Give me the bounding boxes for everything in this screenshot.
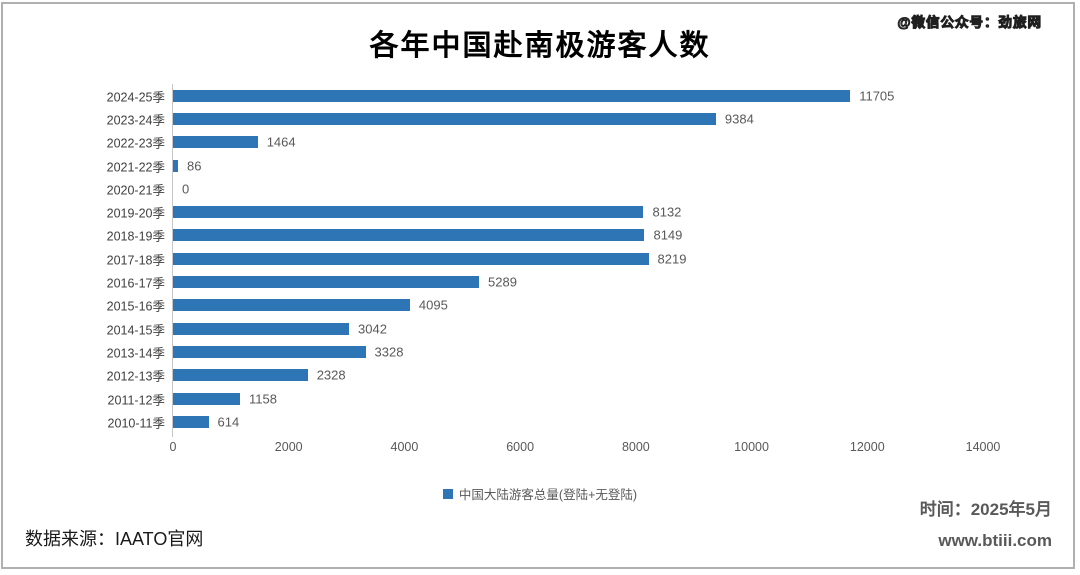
category-label: 2022-23季	[106, 136, 165, 151]
value-label: 1464	[266, 134, 296, 150]
category-label: 2017-18季	[106, 253, 165, 268]
chart-row: 2016-17季 5289	[0, 270, 1080, 293]
footer-right-info: 时间：2025年5月 www.btiii.com	[920, 494, 1052, 557]
x-tick-label: 12000	[849, 440, 885, 454]
bar-track: 86	[173, 154, 983, 177]
bar-track: 1158	[173, 387, 983, 410]
time-text: 时间：2025年5月	[919, 500, 1052, 519]
bar	[173, 276, 479, 289]
value-label: 11705	[859, 88, 895, 104]
value-label: 3042	[358, 321, 387, 337]
bar	[173, 415, 209, 428]
x-tick-label: 14000	[965, 440, 1001, 454]
bar-track: 9384	[173, 107, 983, 130]
bar	[173, 112, 716, 125]
bar-track: 8219	[173, 247, 983, 270]
bar-rows: 2024-25季 11705 2023-24季 9384 2022-23季 1464 202…	[0, 84, 1080, 433]
chart-row: 2024-25季 11705	[0, 84, 1080, 107]
bar	[173, 299, 410, 312]
value-label: 0	[182, 181, 190, 197]
category-label: 2016-17季	[106, 276, 165, 291]
x-tick-label: 6000	[506, 440, 535, 454]
x-tick-label: 10000	[734, 440, 769, 454]
chart-row: 2020-21季 0	[0, 177, 1080, 200]
chart-row: 2013-14季 3328	[0, 340, 1080, 363]
category-label: 2015-16季	[106, 299, 165, 314]
bar	[173, 136, 258, 149]
bar-track: 11705	[173, 84, 983, 107]
legend-label: 中国大陆游客总量(登陆+无登陆)	[458, 488, 638, 502]
category-label: 2014-15季	[106, 323, 165, 338]
y-axis-line	[172, 84, 173, 437]
category-label: 2018-19季	[106, 229, 165, 244]
value-label: 614	[217, 414, 240, 430]
chart-row: 2023-24季 9384	[0, 107, 1080, 130]
chart-row: 2018-19季 8149	[0, 224, 1080, 247]
x-tick-label: 4000	[390, 440, 419, 454]
bar	[173, 369, 308, 382]
value-label: 1158	[248, 391, 277, 406]
bar-track: 5289	[173, 270, 983, 293]
bar-track: 4095	[173, 294, 983, 317]
bar-track: 8149	[173, 224, 983, 247]
bar	[173, 252, 649, 265]
chart-row: 2010-11季 614	[0, 410, 1080, 433]
chart-row: 2019-20季 8132	[0, 200, 1080, 223]
bar-track: 8132	[173, 200, 983, 223]
bar	[173, 345, 366, 358]
website-text: www.btiii.com	[938, 531, 1052, 551]
value-label: 4095	[418, 297, 448, 313]
legend-swatch-icon	[442, 488, 453, 499]
bar	[173, 89, 851, 102]
value-label: 3328	[374, 344, 404, 360]
x-tick-label: 8000	[621, 440, 650, 454]
chart-title: 各年中国赴南极游客人数	[369, 30, 711, 62]
data-source-text: 数据来源：IAATO官网	[25, 529, 204, 549]
bar-track: 614	[173, 410, 983, 433]
value-label: 2328	[316, 367, 346, 383]
wechat-watermark: @微信公众号：劲旅网	[897, 15, 1042, 31]
bar	[173, 392, 240, 405]
bar-track: 0	[173, 177, 983, 200]
value-label: 9384	[724, 111, 754, 127]
category-label: 2011-12季	[107, 393, 165, 407]
value-label: 8132	[652, 204, 682, 220]
bar	[173, 322, 349, 335]
category-label: 2021-22季	[106, 160, 165, 175]
category-label: 2019-20季	[106, 206, 165, 221]
category-label: 2010-11季	[107, 416, 165, 431]
x-axis: 0 2000 4000 6000 8000 10000 12000 14000	[169, 440, 1001, 456]
chart-row: 2022-23季 1464	[0, 131, 1080, 154]
bar-track: 2328	[173, 364, 983, 387]
category-label: 2024-25季	[106, 90, 165, 105]
chart-row: 2012-13季 2328	[0, 364, 1080, 387]
bar	[173, 159, 178, 172]
chart-row: 2017-18季 8219	[0, 247, 1080, 270]
x-tick-label: 0	[169, 440, 177, 454]
chart-row: 2015-16季 4095	[0, 294, 1080, 317]
value-label: 5289	[488, 274, 517, 290]
category-label: 2023-24季	[106, 113, 165, 128]
chart-row: 2021-22季 86	[0, 154, 1080, 177]
category-label: 2013-14季	[106, 346, 165, 361]
category-label: 2012-13季	[106, 369, 165, 384]
bar-track: 3328	[173, 340, 983, 363]
chart-row: 2011-12季 1158	[0, 387, 1080, 410]
chart-row: 2014-15季 3042	[0, 317, 1080, 340]
value-label: 86	[186, 158, 202, 174]
bar-track: 3042	[173, 317, 983, 340]
bar	[173, 206, 644, 219]
value-label: 8219	[657, 251, 687, 267]
x-tick-label: 2000	[274, 440, 303, 454]
category-label: 2020-21季	[106, 183, 165, 198]
value-label: 8149	[653, 227, 683, 243]
bar	[173, 229, 645, 242]
legend: 中国大陆游客总量(登陆+无登陆)	[0, 484, 1080, 503]
bar-track: 1464	[173, 131, 983, 154]
